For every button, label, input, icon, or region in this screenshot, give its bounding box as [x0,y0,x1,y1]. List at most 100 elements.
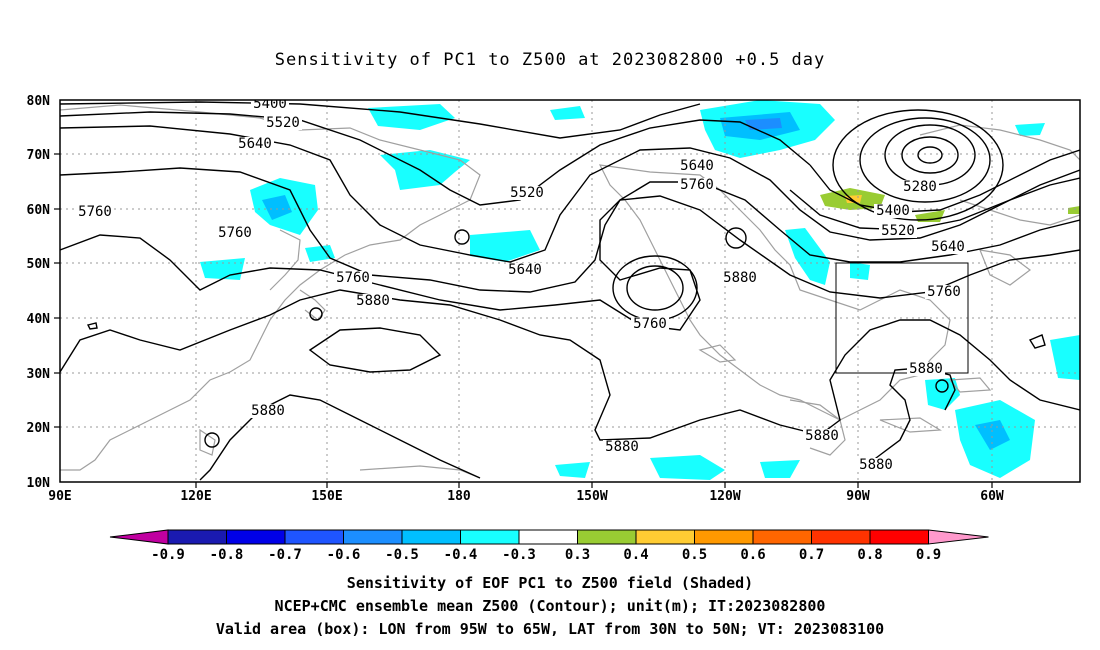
lat-label: 70N [27,148,51,163]
map-panel: 5400 5520 5640 5760 5760 5520 5640 5760 5880 5640… [60,96,1080,482]
contour-labels: 5400 5520 5640 5760 5760 5520 5640 5760 5880 5640… [76,96,967,473]
shade-patch-blue [1015,123,1045,136]
colorbar-swatch [401,529,461,545]
shade-patch-blue [555,462,590,478]
contour-label: 5760 [218,225,252,241]
contour-label: 5760 [78,204,112,220]
colorbar-swatch [635,529,695,545]
contour-label: 5880 [356,293,390,309]
contour-label: 5640 [931,239,965,255]
contour-label: 5760 [927,284,961,300]
shade-patch-blue [925,378,960,410]
contour-label: 5520 [881,223,915,239]
lat-label: 80N [27,94,51,109]
colorbar-label: -0.9 [151,547,185,563]
contour-label: 5760 [633,316,667,332]
contour-label-bg [76,205,114,219]
colorbar-label: 0.7 [799,547,824,563]
colorbar-label: -0.4 [444,547,478,563]
colorbar-swatch [518,529,578,545]
colorbar-swatch [167,529,227,545]
colorbar-swatch [869,529,929,545]
colorbar-label: 0.4 [623,547,648,563]
lat-label: 50N [27,257,51,272]
shade-patch-blue [550,106,585,120]
lat-label: 20N [27,421,51,436]
contour-label: 5640 [508,262,542,278]
contour-label-bg [874,204,912,218]
lon-label: 180 [447,489,471,504]
colorbar-swatch [694,529,754,545]
contour-label-bg [678,159,716,173]
contour-label-bg [678,178,716,192]
contour-label-bg [334,271,372,285]
colorbar-label: 0.8 [857,547,882,563]
colorbar: -0.9 -0.8 -0.7 -0.6 -0.5 -0.4 -0.3 0.3 0.4 0.5 0.6… [109,529,989,563]
shade-patch-blue [470,230,540,262]
shade-patch-blue [850,262,870,280]
lon-label: 120E [180,489,211,504]
lat-label: 40N [27,312,51,327]
contour-label-bg [264,116,302,130]
contour-label-bg [249,404,287,418]
colorbar-swatch [577,529,637,545]
contour-label: 5760 [336,270,370,286]
valid-area-box [835,262,969,374]
lon-label: 90W [846,489,870,504]
colorbar-left-arrow [109,529,169,545]
colorbar-label: 0.6 [740,547,765,563]
contour-label-bg [907,362,945,376]
footer-line-2: NCEP+CMC ensemble mean Z500 (Contour); u… [274,597,826,615]
shade-patch-blue [380,150,470,190]
shade-patch-blue [650,455,725,480]
contour-label: 5400 [876,203,910,219]
colorbar-swatch [752,529,812,545]
colorbar-label: -0.7 [268,547,302,563]
contour-label-bg [603,440,641,454]
contour-label: 5880 [859,457,893,473]
lat-labels: 80N 70N 60N 50N 40N 30N 20N 10N [27,94,51,491]
page-title: Sensitivity of PC1 to Z500 at 2023082800… [274,50,826,70]
contour-label: 5520 [266,115,300,131]
contour-label: 5280 [903,179,937,195]
lon-label: 90E [48,489,71,504]
map-frame [59,99,1081,483]
contour-label: 5880 [605,439,639,455]
contour-label: 5400 [253,96,287,112]
contour-label: 5880 [805,428,839,444]
contour-label-bg [721,271,759,285]
lat-label: 60N [27,203,51,218]
colorbar-label: 0.9 [916,547,941,563]
colorbar-label: -0.6 [327,547,361,563]
contour-label-bg [857,458,895,472]
lat-label: 10N [27,476,51,491]
contour-label-bg [901,180,939,194]
contour-label-bg [236,137,274,151]
contour-label-bg [929,240,967,254]
colorbar-swatch [811,529,871,545]
colorbar-right-arrow [928,529,989,545]
colorbar-label: -0.8 [210,547,244,563]
contour-label: 5880 [251,403,285,419]
lat-label: 30N [27,367,51,382]
lon-label: 60W [980,489,1004,504]
shade-patch-blue [975,420,1010,450]
contour-label: 5640 [238,136,272,152]
contour-label-bg [251,100,289,111]
colorbar-swatch [226,529,286,545]
lon-label: 150W [576,489,607,504]
axis-ticks [54,153,993,488]
contour-label-bg [216,226,254,240]
colorbar-swatch [343,529,403,545]
contour-label: 5760 [680,177,714,193]
footer-line-3: Valid area (box): LON from 95W to 65W, L… [215,620,885,638]
lon-label: 150E [311,489,342,504]
contour-label-bg [631,317,669,331]
contour-label: 5880 [723,270,757,286]
colorbar-label: 0.3 [565,547,590,563]
contour-label-bg [879,224,917,238]
contour-label-bg [925,285,963,299]
shade-patch-blue [262,195,292,220]
contour-label-bg [508,186,546,200]
